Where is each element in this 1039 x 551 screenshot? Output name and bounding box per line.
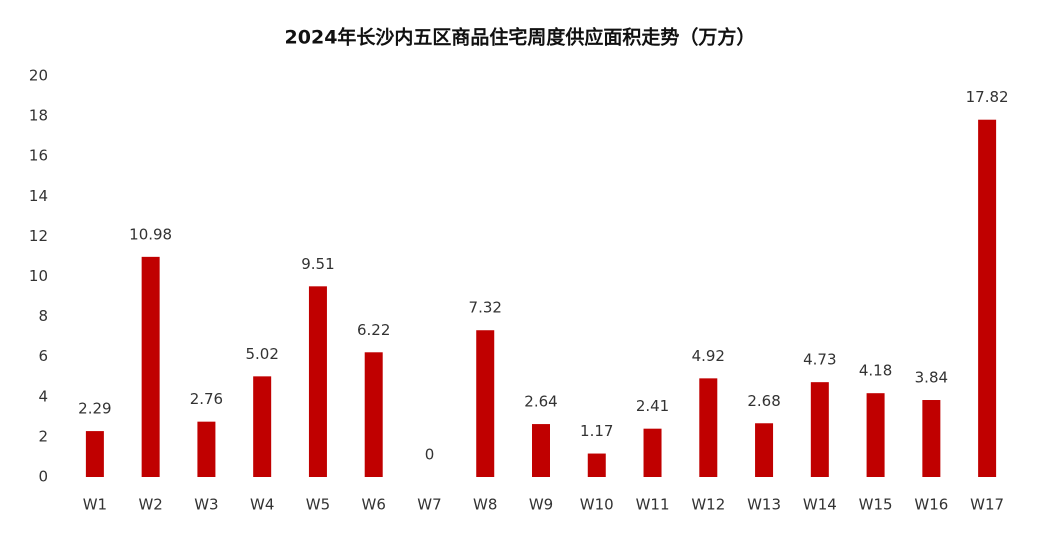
value-label: 2.68: [747, 392, 780, 410]
bar: [922, 400, 941, 477]
bar: [197, 421, 216, 477]
value-label: 2.64: [524, 393, 557, 411]
bar: [308, 286, 327, 477]
y-tick-label: 14: [29, 187, 48, 205]
x-tick-label: W15: [859, 496, 893, 514]
x-tick-label: W7: [417, 496, 441, 514]
value-label: 10.98: [129, 225, 172, 243]
bar: [755, 423, 774, 477]
bar: [532, 424, 550, 477]
value-label: 9.51: [301, 255, 334, 273]
value-label: 5.02: [245, 345, 278, 363]
chart-title: 2024年长沙内五区商品住宅周度供应面积走势（万方）: [285, 26, 756, 49]
x-tick-label: W13: [747, 496, 781, 514]
x-tick-label: W10: [580, 496, 614, 514]
x-tick-label: W4: [250, 496, 274, 514]
y-tick-label: 0: [38, 468, 48, 486]
x-tick-label: W6: [362, 496, 386, 514]
value-label: 2.41: [636, 397, 669, 415]
y-tick-label: 16: [29, 147, 48, 165]
x-tick-label: W12: [691, 496, 725, 514]
y-tick-label: 8: [38, 307, 48, 325]
x-tick-label: W14: [803, 496, 837, 514]
bar: [141, 256, 160, 477]
value-label: 4.18: [859, 362, 892, 380]
x-tick-label: W8: [473, 496, 497, 514]
value-label: 7.32: [469, 299, 502, 317]
x-tick-label: W16: [914, 496, 948, 514]
value-label: 17.82: [966, 88, 1009, 106]
value-label: 6.22: [357, 321, 390, 339]
value-label: 2.76: [190, 390, 223, 408]
x-tick-label: W11: [636, 496, 670, 514]
value-label: 1.17: [580, 422, 613, 440]
y-tick-label: 10: [29, 267, 48, 285]
bar: [643, 428, 662, 477]
value-label: 3.84: [915, 369, 948, 387]
x-tick-label: W9: [529, 496, 553, 514]
y-tick-label: 20: [29, 67, 48, 85]
bar: [587, 453, 606, 477]
bar: [978, 119, 997, 478]
bar: [810, 382, 829, 477]
bar: [699, 378, 718, 477]
y-tick-label: 6: [38, 347, 48, 365]
value-label: 4.73: [803, 351, 836, 369]
bar: [253, 376, 272, 477]
y-tick-label: 12: [29, 227, 48, 245]
bar: [866, 393, 885, 477]
x-tick-label: W1: [83, 496, 107, 514]
x-tick-label: W17: [970, 496, 1004, 514]
value-label: 2.29: [78, 400, 111, 418]
bar: [476, 330, 495, 477]
x-tick-label: W3: [194, 496, 218, 514]
y-tick-label: 18: [29, 107, 48, 125]
x-tick-label: W5: [306, 496, 330, 514]
bar: [85, 431, 104, 477]
x-tick-label: W2: [138, 496, 162, 514]
value-label: 4.92: [692, 347, 725, 365]
y-tick-label: 4: [38, 387, 48, 405]
y-tick-label: 2: [38, 427, 48, 445]
value-label: 0: [425, 446, 435, 464]
bar: [364, 352, 383, 477]
